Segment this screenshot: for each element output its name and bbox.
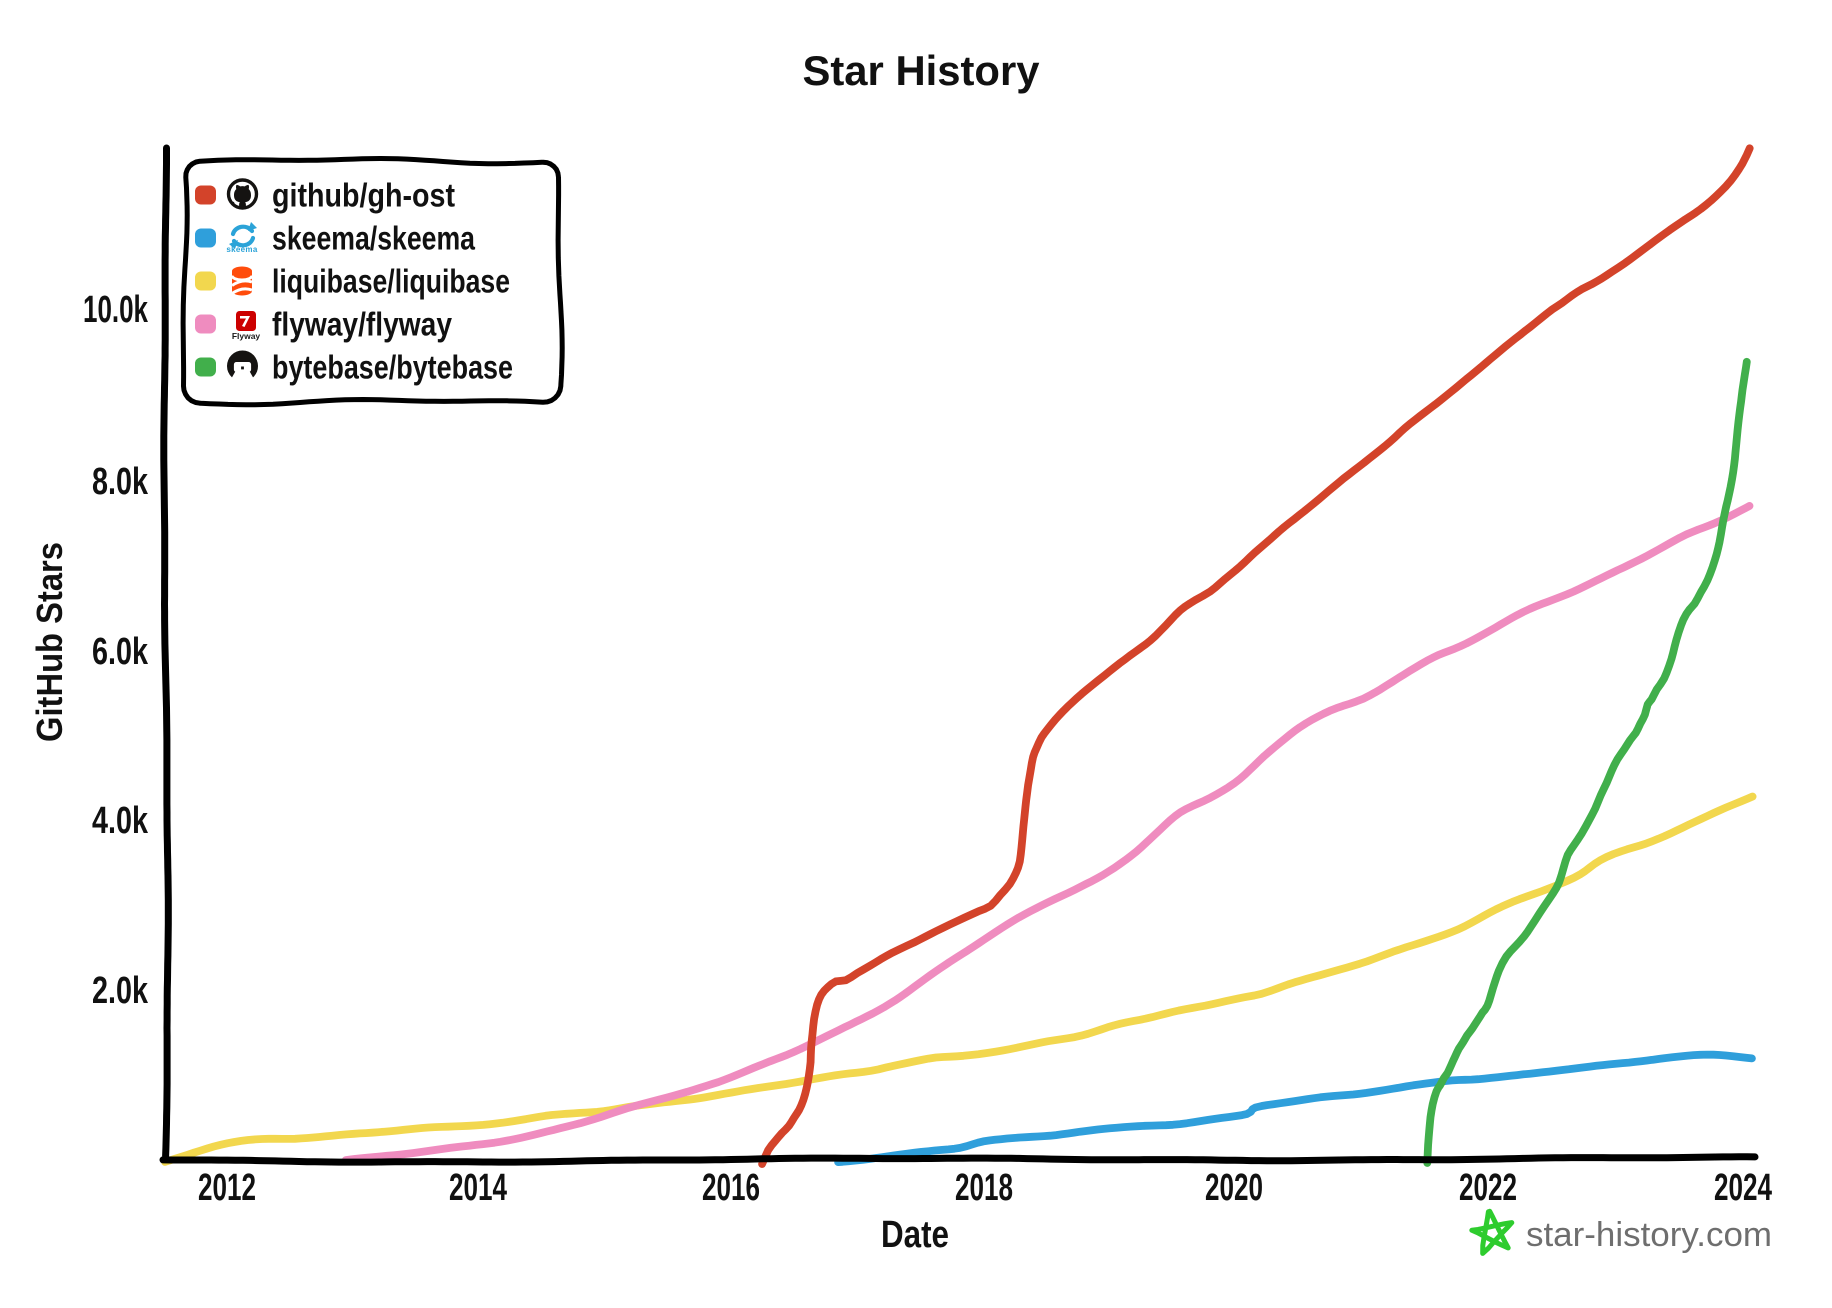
svg-text:2018: 2018 <box>955 1167 1013 1209</box>
svg-text:star-history.com: star-history.com <box>1526 1216 1772 1254</box>
svg-text:2020: 2020 <box>1205 1167 1263 1209</box>
svg-text:2014: 2014 <box>449 1167 507 1209</box>
svg-text:10.0k: 10.0k <box>83 289 149 331</box>
svg-text:liquibase/liquibase: liquibase/liquibase <box>272 263 510 300</box>
svg-text:Star History: Star History <box>803 47 1041 94</box>
svg-text:4.0k: 4.0k <box>92 800 149 842</box>
svg-text:6.0k: 6.0k <box>92 631 149 673</box>
svg-text:2012: 2012 <box>198 1167 256 1209</box>
svg-text:2.0k: 2.0k <box>92 970 149 1012</box>
svg-text:flyway/flyway: flyway/flyway <box>272 306 453 343</box>
svg-text:Flyway: Flyway <box>232 331 261 341</box>
svg-text:Date: Date <box>881 1214 949 1256</box>
svg-text:2022: 2022 <box>1459 1167 1517 1209</box>
svg-text:8.0k: 8.0k <box>92 461 149 503</box>
svg-text:skeema/skeema: skeema/skeema <box>272 220 476 257</box>
svg-text:skeema: skeema <box>226 245 257 254</box>
svg-text:GitHub Stars: GitHub Stars <box>29 542 70 742</box>
svg-text:2016: 2016 <box>702 1167 760 1209</box>
svg-text:2024: 2024 <box>1714 1167 1772 1209</box>
svg-text:bytebase/bytebase: bytebase/bytebase <box>272 349 513 386</box>
svg-text:github/gh-ost: github/gh-ost <box>272 177 455 214</box>
